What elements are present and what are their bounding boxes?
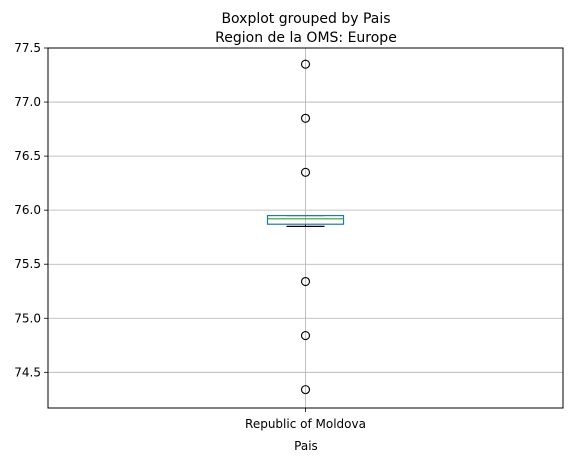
y-tick-label: 75.5 (14, 257, 41, 271)
box-iqr (266, 214, 345, 225)
outlier-point (300, 113, 311, 123)
outlier-point (300, 59, 311, 69)
y-tick-label: 75.0 (14, 311, 41, 325)
outlier-point (300, 167, 311, 177)
outlier-point (300, 385, 311, 395)
y-tick-label: 76.0 (14, 203, 41, 217)
x-axis-label: Pais (294, 439, 318, 453)
chart-suptitle: Boxplot grouped by Pais (221, 11, 390, 27)
y-tick-label: 74.5 (14, 365, 41, 379)
chart-title: Region de la OMS: Europe (215, 30, 397, 46)
x-axis-ticks: Republic of Moldova (245, 408, 366, 431)
box-group (266, 59, 345, 395)
y-axis-ticks: 74.5 75.0 75.5 76.0 76.5 77.0 77.5 (14, 41, 48, 379)
x-tick-label: Republic of Moldova (245, 417, 366, 431)
outlier-point (300, 276, 311, 287)
outlier-point (300, 331, 311, 341)
y-tick-label: 77.5 (14, 41, 41, 55)
grid-lines (48, 47, 563, 408)
y-tick-label: 77.0 (14, 95, 41, 109)
y-tick-label: 76.5 (14, 149, 41, 163)
plot-area-frame (47, 47, 564, 409)
